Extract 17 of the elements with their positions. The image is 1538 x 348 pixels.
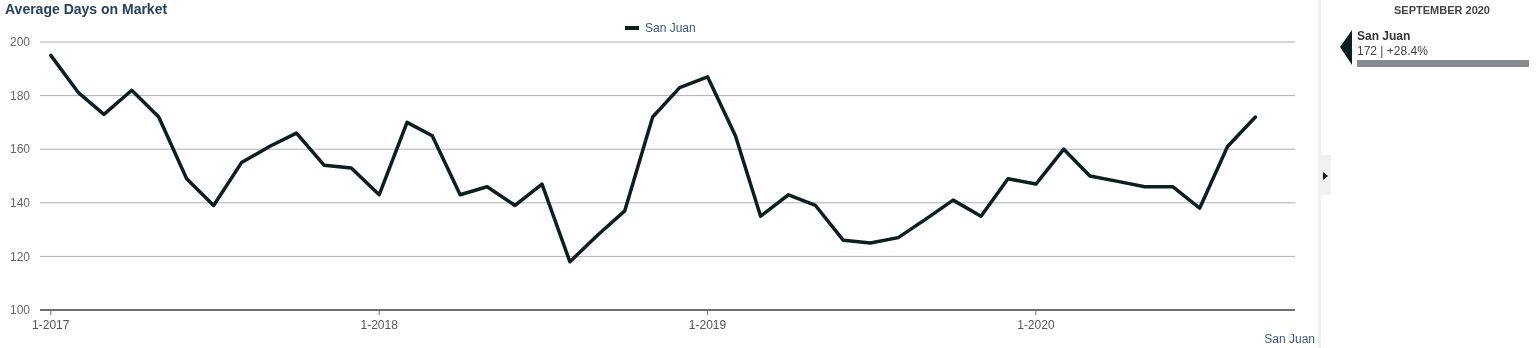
y-tick-label: 180 [9,88,31,103]
x-tick-label: 1-2018 [360,318,399,332]
y-tick-label: 200 [9,35,31,50]
y-tick-label: 140 [9,196,31,210]
x-tick-label: 1-2019 [688,318,727,332]
text: San Juan [1357,29,1411,43]
text: San Juan [1264,332,1315,346]
y-tick-label: 100 [9,303,31,318]
legend-label: San Juan [645,21,696,36]
text: 172 | +28.4% [1357,44,1429,58]
y-tick-label: 120 [9,249,31,264]
chart-title: Average Days on Market [5,1,168,17]
x-tick-label: 1-2020 [1017,318,1055,332]
y-tick-label: 160 [9,142,31,157]
text: SEPTEMBER 2020 [1394,4,1490,16]
line-series [49,53,1258,264]
x-tick-label: 1-2017 [32,318,70,332]
